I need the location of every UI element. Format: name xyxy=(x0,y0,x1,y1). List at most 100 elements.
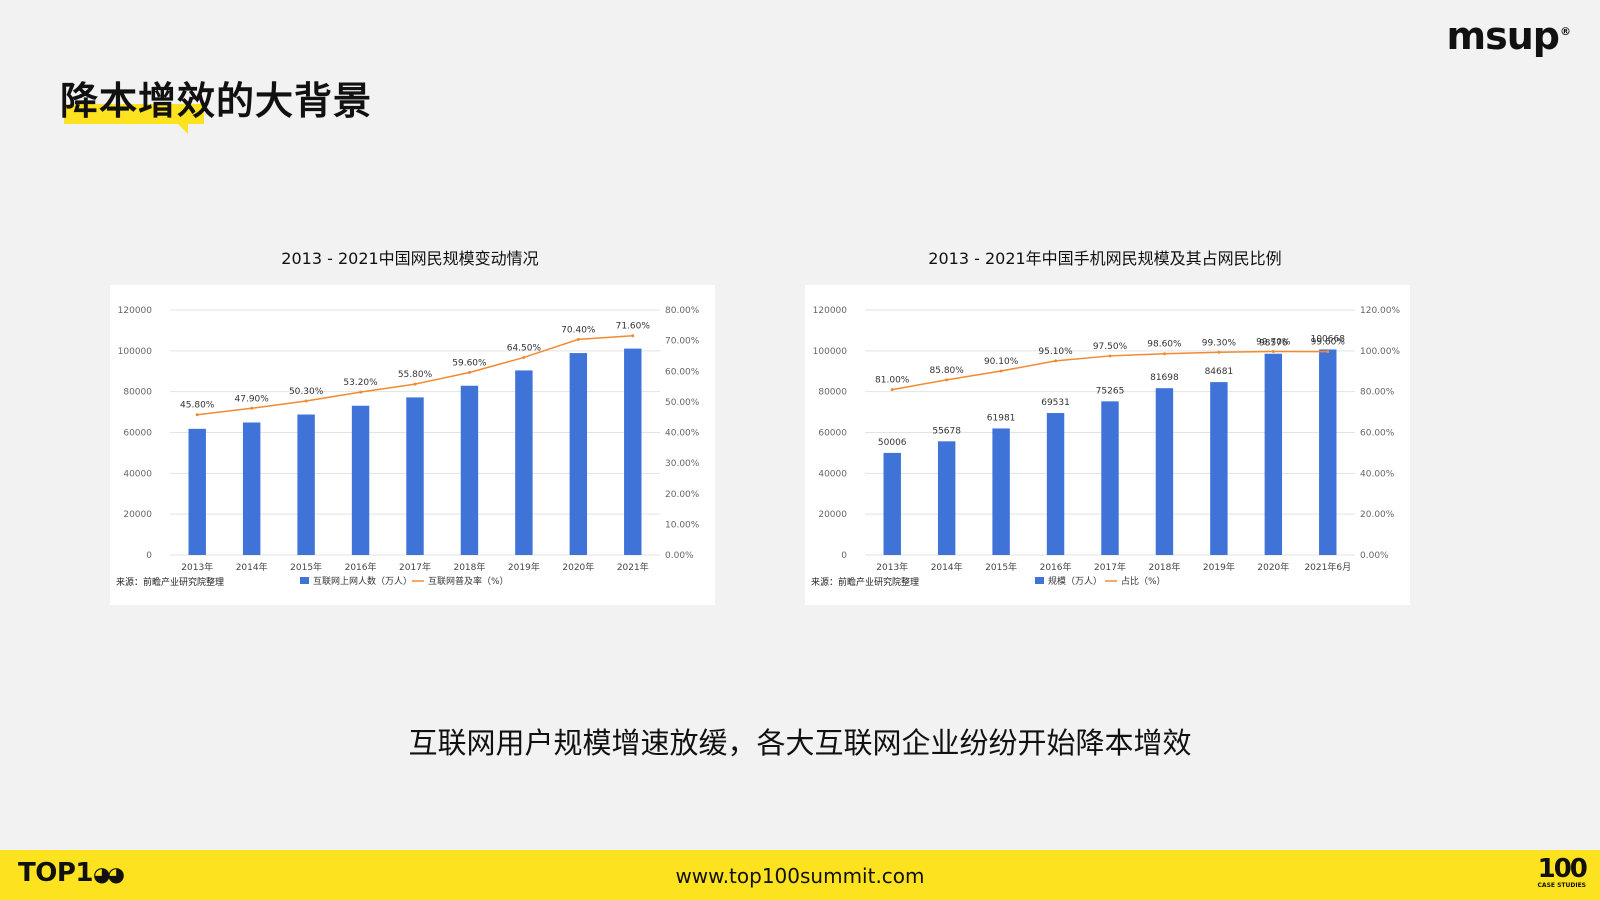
y2-tick-label: 0.00% xyxy=(1360,551,1389,561)
bar xyxy=(1210,382,1228,555)
x-tick-label: 2015年 xyxy=(290,561,322,573)
y-tick-label: 0 xyxy=(146,551,152,561)
line-data-label: 70.40% xyxy=(561,325,596,335)
line-data-label: 53.20% xyxy=(343,378,378,388)
bar-data-label: 61981 xyxy=(987,413,1016,423)
line-data-label: 95.10% xyxy=(1038,347,1073,357)
chart-1-panel: 0 20000 40000 60000 80000 100000 120000 0.00% 10… xyxy=(110,285,715,605)
y-tick-label: 60000 xyxy=(818,429,847,439)
y-tick-label: 20000 xyxy=(123,510,152,520)
bar xyxy=(242,422,261,555)
y2-tick-label: 60.00% xyxy=(665,367,700,377)
line-point xyxy=(1108,354,1112,358)
y-tick-label: 60000 xyxy=(123,429,152,439)
bar-data-label: 75265 xyxy=(1096,386,1125,396)
bar xyxy=(937,441,956,555)
bar xyxy=(515,370,533,555)
y-tick-label: 20000 xyxy=(818,510,847,520)
line-point xyxy=(890,388,894,392)
bar xyxy=(351,405,370,555)
chart-source: 来源：前瞻产业研究院整理 xyxy=(116,576,224,588)
line-data-label: 99.70% xyxy=(1256,337,1291,347)
line-point xyxy=(999,369,1003,373)
bar-data-label: 98576 xyxy=(1259,339,1288,349)
line-data-label: 55.80% xyxy=(398,370,433,380)
line-data-label: 47.90% xyxy=(235,394,270,404)
y-tick-label: 80000 xyxy=(123,388,152,398)
case-studies-logo: 100 CASE STUDIES xyxy=(1537,854,1588,889)
line-point xyxy=(1326,350,1330,354)
bar-data-label: 84681 xyxy=(1205,367,1234,377)
footer-url[interactable]: www.top100summit.com xyxy=(675,864,925,888)
bar xyxy=(883,452,901,555)
bar xyxy=(1101,401,1119,555)
x-tick-label: 2013年 xyxy=(876,561,908,573)
x-tick-label: 2018年 xyxy=(453,561,485,573)
y2-tick-label: 120.00% xyxy=(1360,306,1400,316)
line-point xyxy=(522,355,526,359)
chart-2-panel: 0 20000 40000 60000 80000 100000 120000 0.00% 20… xyxy=(805,285,1410,605)
msup-logo: msup® xyxy=(1446,14,1571,58)
y-tick-label: 100000 xyxy=(118,347,153,357)
bar xyxy=(992,428,1010,555)
x-tick-label: 2014年 xyxy=(236,561,268,573)
line-data-label: 97.50% xyxy=(1093,342,1128,352)
line-data-label: 45.80% xyxy=(180,401,215,411)
chart-2-svg: 0 20000 40000 60000 80000 100000 120000 0.00% 20… xyxy=(811,306,1400,588)
bar-data-label: 69531 xyxy=(1041,398,1070,408)
x-tick-label: 2019年 xyxy=(1203,561,1235,573)
bar xyxy=(297,414,315,555)
y2-tick-label: 50.00% xyxy=(665,398,700,408)
y2-tick-label: 80.00% xyxy=(665,306,700,316)
x-tick-label: 2017年 xyxy=(399,561,431,573)
line-data-label: 50.30% xyxy=(289,387,324,397)
line-point xyxy=(1162,352,1166,356)
chart-2-title: 2013 - 2021年中国手机网民规模及其占网民比例 xyxy=(928,249,1282,268)
line-point xyxy=(576,337,580,341)
line-data-label: 59.60% xyxy=(452,358,487,368)
y2-tick-label: 80.00% xyxy=(1360,388,1395,398)
x-tick-label: 2020年 xyxy=(562,561,594,573)
bar xyxy=(406,397,424,555)
line-point xyxy=(631,334,635,338)
top100-logo: TOP1◕◕ xyxy=(18,858,125,888)
y-tick-label: 120000 xyxy=(118,306,153,316)
y2-tick-label: 100.00% xyxy=(1360,347,1400,357)
line-point xyxy=(467,370,471,374)
x-tick-label: 2016年 xyxy=(345,561,377,573)
x-tick-label: 2013年 xyxy=(181,561,213,573)
x-tick-label: 2014年 xyxy=(931,561,963,573)
y2-tick-label: 30.00% xyxy=(665,459,700,469)
x-tick-label: 2021年 xyxy=(617,561,649,573)
y2-tick-label: 40.00% xyxy=(665,429,700,439)
line-point xyxy=(1217,350,1221,354)
line-data-label: 99.60% xyxy=(1311,338,1346,348)
line-data-label: 99.30% xyxy=(1202,338,1237,348)
y2-tick-label: 70.00% xyxy=(665,337,700,347)
bar-data-label: 81698 xyxy=(1150,373,1179,383)
bar xyxy=(624,348,642,555)
y-tick-label: 40000 xyxy=(818,469,847,479)
y2-tick-label: 40.00% xyxy=(1360,469,1395,479)
y2-tick-label: 60.00% xyxy=(1360,429,1395,439)
bar-data-label: 50006 xyxy=(878,438,907,448)
bar-data-label: 55678 xyxy=(932,426,961,436)
bar-data-label: 100668 xyxy=(1311,334,1346,344)
line-point xyxy=(195,413,199,417)
x-tick-label: 2018年 xyxy=(1148,561,1180,573)
line-point xyxy=(250,406,254,410)
chart-1-title: 2013 - 2021中国网民规模变动情况 xyxy=(281,249,539,268)
line-data-label: 85.80% xyxy=(930,366,965,376)
bar xyxy=(1319,349,1337,555)
y2-tick-label: 10.00% xyxy=(665,520,700,530)
footer-bar: TOP1◕◕ www.top100summit.com 100 CASE STU… xyxy=(0,850,1600,900)
line-data-label: 64.50% xyxy=(507,343,542,353)
y2-tick-label: 20.00% xyxy=(665,490,700,500)
page-title: 降本增效的大背景 xyxy=(60,79,373,123)
x-tick-label: 2020年 xyxy=(1257,561,1289,573)
y-tick-label: 0 xyxy=(841,551,847,561)
line-point xyxy=(304,399,308,403)
bar xyxy=(460,385,479,555)
legend-bar-swatch xyxy=(300,577,309,584)
legend-bar-label: 规模（万人） xyxy=(1048,576,1102,587)
